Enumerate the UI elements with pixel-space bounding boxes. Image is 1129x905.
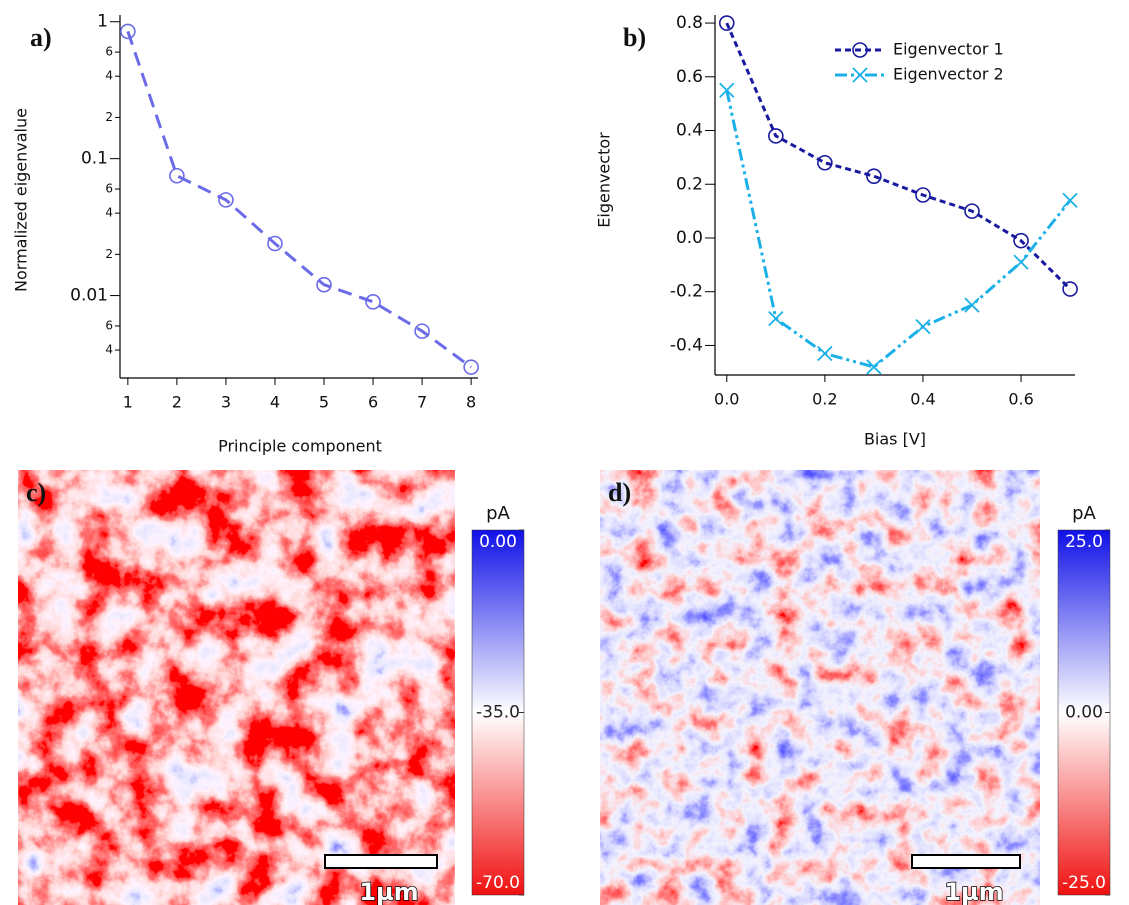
- marker: [1013, 232, 1029, 249]
- y-tick-label: -0.2: [670, 282, 703, 302]
- marker: [817, 154, 833, 171]
- marker: [1062, 192, 1078, 209]
- marker: [267, 235, 283, 252]
- marker: [964, 203, 980, 219]
- series-line: [725, 22, 1072, 291]
- panel-label: c): [26, 478, 46, 507]
- marker: [414, 323, 430, 339]
- y-tick-label: 0.0: [676, 228, 703, 248]
- colorbar-tick-label: -70.0: [476, 873, 520, 893]
- y-tick-label: 1: [97, 12, 108, 32]
- marker: [719, 82, 735, 98]
- series-line: [725, 89, 1072, 369]
- map-image: [18, 470, 455, 905]
- panel-label: a): [30, 23, 52, 52]
- y-axis-label: Eigenvector: [595, 132, 614, 228]
- x-tick-label: 0.0: [714, 390, 739, 409]
- colorbar: [471, 529, 525, 896]
- colorbar-label: pA: [486, 503, 510, 524]
- scale-bar: [324, 854, 438, 869]
- marker: [718, 15, 735, 31]
- y-axis-label: Normalized eigenvalue: [12, 108, 31, 292]
- panel-label: d): [608, 478, 631, 507]
- legend-marker: [852, 67, 868, 83]
- y-tick-label: 0.01: [70, 286, 108, 306]
- marker: [768, 128, 784, 144]
- y-tick-label: 0.4: [676, 121, 703, 141]
- marker: [365, 294, 381, 310]
- y-tick-label: -0.4: [670, 335, 703, 355]
- marker: [866, 359, 882, 375]
- x-tick-label: 7: [417, 393, 427, 412]
- colorbar-label: pA: [1072, 503, 1096, 524]
- scale-bar-label: 1µm: [944, 878, 1003, 905]
- colorbar-tick-label: -25.0: [1062, 873, 1106, 893]
- x-axis-label: Bias [V]: [864, 430, 926, 449]
- marker: [316, 276, 332, 293]
- x-tick-label: 1: [123, 393, 133, 412]
- map-image: [600, 470, 1040, 905]
- y-tick-label: 4: [105, 69, 113, 83]
- scale-bar: [911, 854, 1021, 869]
- x-tick-label: 3: [221, 393, 231, 412]
- colorbar-tick-label: 0.00: [479, 532, 517, 552]
- y-tick-label: 6: [105, 318, 113, 332]
- colorbar-tick-label: -35.0: [476, 703, 520, 723]
- legend-label: Eigenvector 1: [893, 40, 1004, 59]
- x-tick-label: 6: [368, 393, 378, 412]
- marker: [463, 359, 479, 375]
- marker: [817, 345, 833, 362]
- y-tick-label: 0.6: [676, 67, 703, 87]
- x-tick-label: 8: [466, 393, 476, 412]
- x-tick-label: 2: [172, 393, 182, 412]
- y-tick-label: 6: [105, 45, 113, 59]
- scale-bar-label: 1µm: [359, 878, 418, 905]
- marker: [866, 168, 882, 184]
- y-tick-label: 2: [105, 110, 113, 124]
- marker: [915, 187, 931, 203]
- marker: [120, 23, 136, 40]
- marker: [768, 310, 784, 327]
- marker: [915, 319, 931, 335]
- colorbar: [1057, 529, 1111, 896]
- y-tick-label: 0.2: [676, 174, 703, 194]
- y-tick-label: 4: [105, 343, 113, 357]
- legend-label: Eigenvector 2: [893, 65, 1004, 84]
- y-tick-label: 6: [105, 182, 113, 196]
- marker: [1013, 254, 1029, 270]
- y-tick-label: 0.8: [676, 13, 703, 33]
- x-tick-label: 0.4: [910, 390, 935, 409]
- marker: [218, 192, 234, 208]
- y-tick-label: 4: [105, 206, 113, 220]
- x-tick-label: 0.2: [812, 390, 837, 409]
- y-tick-label: 2: [105, 247, 113, 261]
- colorbar-tick-label: 25.0: [1065, 532, 1103, 552]
- y-tick-label: 0.1: [81, 149, 108, 169]
- series-line: [126, 30, 473, 369]
- marker: [169, 167, 185, 184]
- x-tick-label: 5: [319, 393, 329, 412]
- marker: [964, 297, 980, 313]
- x-axis-label: Principle component: [218, 437, 382, 456]
- legend-marker: [852, 42, 868, 58]
- panel-label: b): [623, 23, 646, 52]
- colorbar-tick-label: 0.00: [1065, 703, 1103, 723]
- x-tick-label: 4: [270, 393, 280, 412]
- marker: [1062, 281, 1078, 297]
- x-tick-label: 0.6: [1008, 390, 1033, 409]
